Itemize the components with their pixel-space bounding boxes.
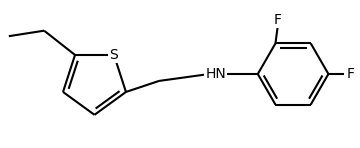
Text: HN: HN	[206, 67, 226, 81]
Text: F: F	[274, 13, 282, 27]
Text: S: S	[109, 48, 118, 62]
Text: F: F	[346, 67, 355, 81]
